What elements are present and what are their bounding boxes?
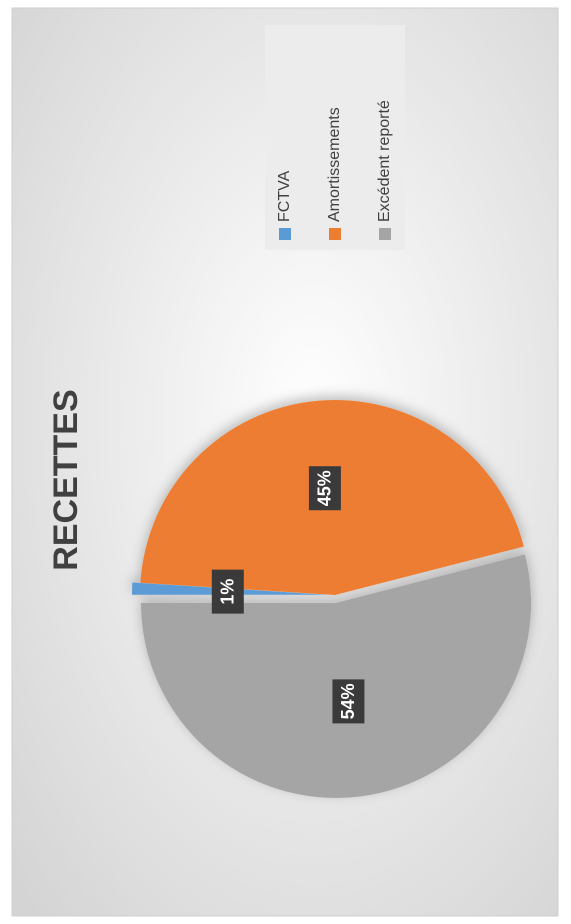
pie-slice xyxy=(141,554,531,798)
data-label-box xyxy=(211,569,244,614)
legend-swatch xyxy=(379,228,391,240)
legend-swatch xyxy=(329,228,341,240)
legend-swatch xyxy=(279,228,291,240)
data-label-box xyxy=(332,679,365,724)
legend-label: FCTVA xyxy=(276,170,293,222)
chart-title: RECETTES xyxy=(47,389,85,570)
legend-label: Excédent reporté xyxy=(376,100,393,222)
legend-box xyxy=(265,25,405,250)
data-label: 45% xyxy=(315,470,335,506)
legend-label: Amortissements xyxy=(326,107,343,222)
pie xyxy=(132,400,531,798)
data-label: 1% xyxy=(218,579,238,605)
data-label-box xyxy=(308,466,341,511)
data-label: 54% xyxy=(338,683,358,719)
rotated-chart: RECETTES 1% 45% 54% FCTVA Amortissements Excé… xyxy=(47,25,531,798)
